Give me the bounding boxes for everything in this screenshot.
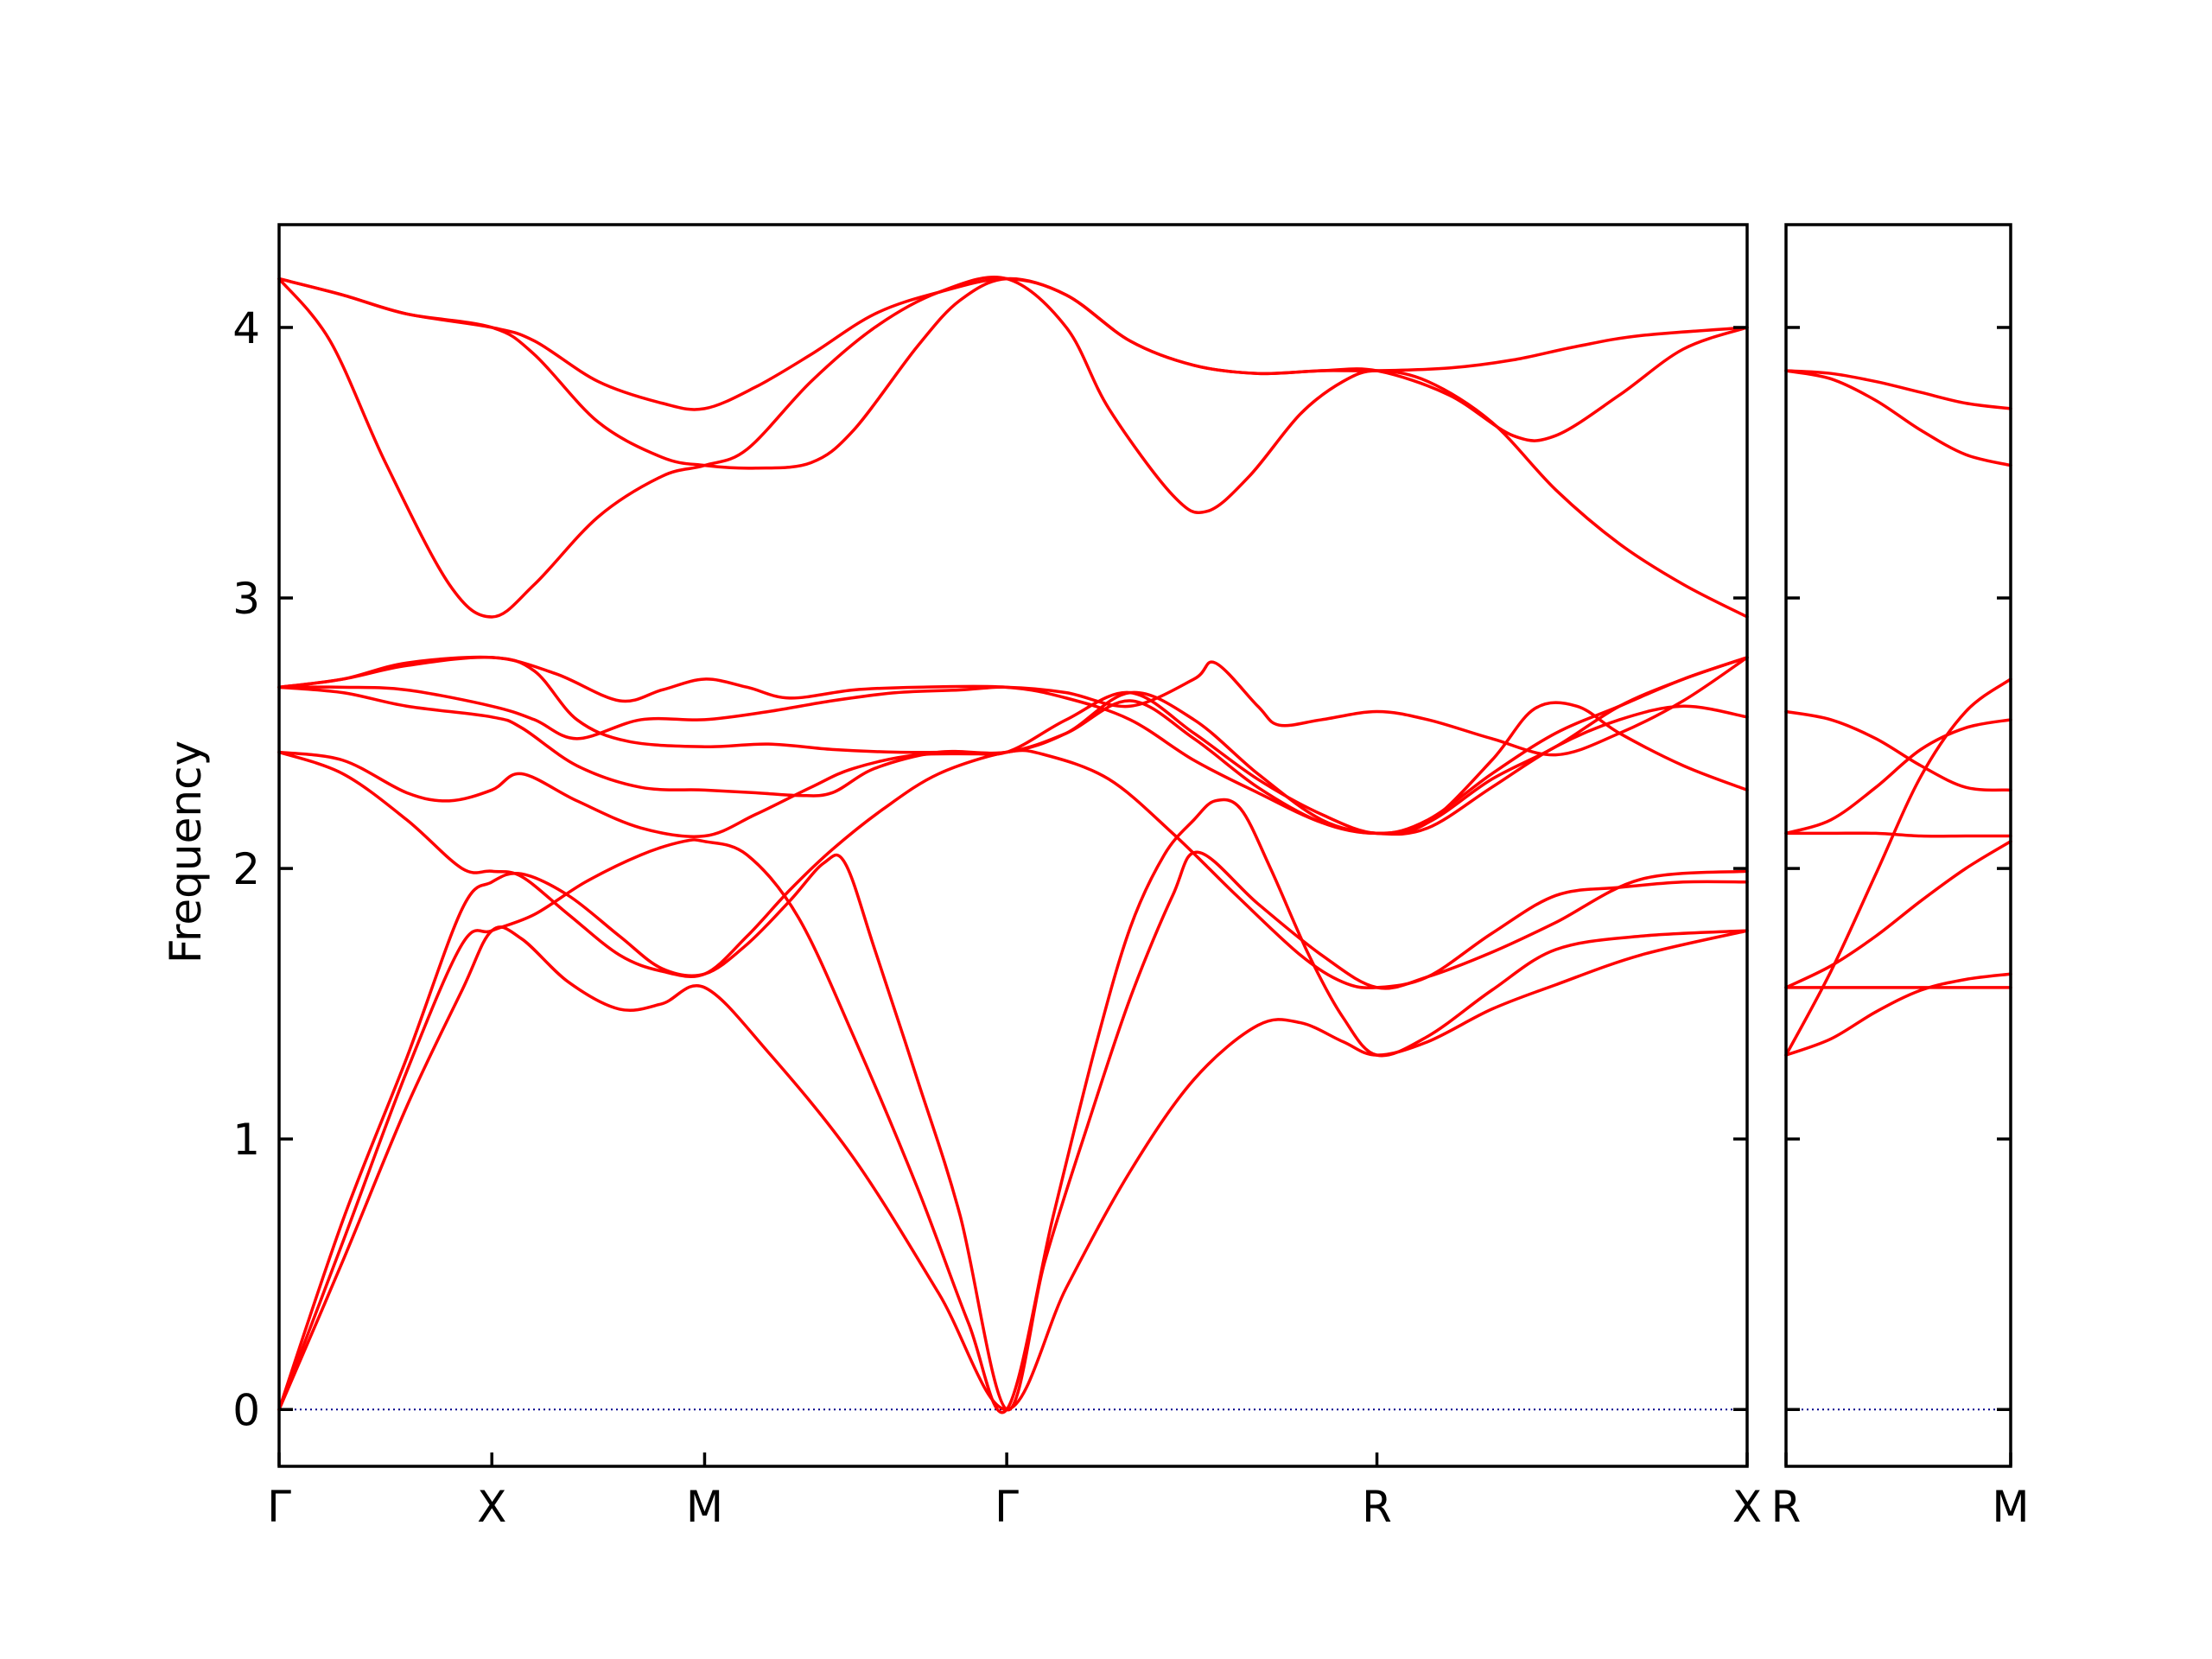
band-line-4 [277, 748, 1749, 989]
y-tick-label: 4 [232, 303, 260, 353]
y-tick-label: 2 [232, 844, 260, 894]
x-tick-label: M [1992, 1482, 2029, 1532]
y-axis-label: Frequency [161, 741, 211, 963]
x-tick-label: R [1362, 1482, 1392, 1532]
band-line-3 [1784, 840, 2012, 989]
x-tick-label: Γ [995, 1482, 1019, 1532]
band-line-1 [277, 925, 1749, 1412]
band-line-3 [277, 850, 1749, 1412]
band-line-11 [277, 276, 1749, 470]
y-tick-label: 0 [232, 1385, 260, 1435]
x-tick-label: X [1732, 1482, 1762, 1532]
band-line-2 [277, 798, 1749, 1414]
y-tick-label: 3 [232, 574, 260, 624]
band-line-6 [1784, 718, 2012, 836]
band-line-10 [277, 275, 1749, 619]
band-line-12 [277, 276, 1749, 411]
x-tick-label: M [686, 1482, 723, 1532]
band-line-6 [277, 685, 1749, 836]
band-line-9 [1784, 369, 2012, 410]
y-axis: 0 1 2 3 4 [232, 303, 260, 1435]
plot-frame [1784, 223, 2012, 1468]
band-line-5 [1784, 831, 2012, 838]
x-tick-label: Γ [267, 1482, 291, 1532]
band-line-8 [1784, 369, 2012, 467]
band-line-7 [1784, 709, 2012, 792]
band-line-1 [1784, 972, 2012, 1057]
band-line-8 [277, 656, 1749, 757]
band-line-4 [1784, 677, 2012, 1057]
band-line-7 [277, 655, 1749, 836]
plot-frame [277, 223, 1749, 1468]
x-tick-label: X [477, 1482, 506, 1532]
band-line-9 [277, 655, 1749, 836]
y-tick-label: 1 [232, 1115, 260, 1165]
x-tick-label: R [1771, 1482, 1802, 1532]
